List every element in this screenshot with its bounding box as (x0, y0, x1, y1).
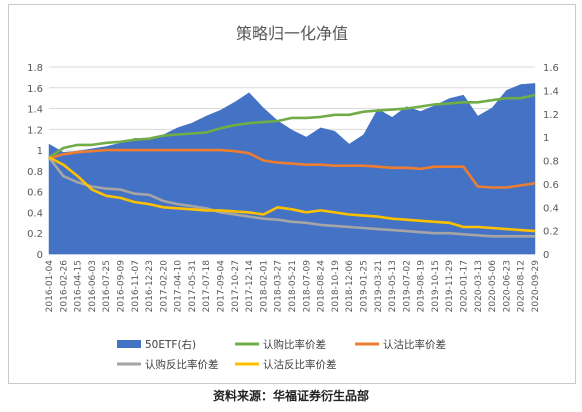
right-tick-label: 1.6 (543, 63, 559, 74)
right-tick-label: 0.2 (543, 227, 559, 238)
right-tick-label: 0 (543, 250, 549, 261)
legend-label: 认购反比率价差 (145, 358, 219, 371)
left-axis-ticks: 0 0.2 0.4 0.6 0.8 1 1.2 1.4 1.6 1.8 (27, 63, 43, 261)
x-tick-label: 2018-12-06 (345, 260, 355, 313)
series-line-4 (48, 156, 536, 233)
series-line-2 (48, 148, 536, 189)
x-tick-label: 2017-10-27 (231, 260, 241, 312)
legend-label: 认沽比率价差 (383, 338, 446, 351)
x-tick-label: 2016-06-03 (88, 260, 98, 312)
x-tick-label: 2017-05-31 (188, 260, 198, 312)
right-tick-label: 1.2 (543, 110, 559, 121)
left-tick-label: 1.4 (27, 105, 43, 116)
right-axis-ticks: 0 0.2 0.4 0.6 0.8 1 1.2 1.4 1.6 (543, 63, 559, 261)
right-tick-label: 0.4 (543, 203, 559, 214)
x-tick-label: 2016-09-09 (116, 260, 126, 313)
x-tick-label: 2017-04-10 (174, 260, 184, 313)
x-tick-label: 2019-08-19 (417, 260, 427, 313)
x-tick-label: 2018-02-01 (259, 260, 269, 312)
x-tick-label: 2016-02-26 (59, 260, 69, 313)
x-tick-label: 2020-08-12 (517, 260, 527, 312)
x-tick-label: 2017-12-14 (245, 260, 255, 313)
x-tick-label: 2020-01-17 (460, 260, 470, 312)
legend-label: 认沽反比率价差 (263, 358, 337, 371)
x-tick-label: 2016-07-25 (102, 260, 112, 312)
x-tick-label: 2018-07-09 (302, 260, 312, 313)
x-tick-label: 2016-12-23 (145, 260, 155, 312)
left-tick-label: 1.8 (27, 63, 43, 74)
chart-title: 策略归一化净值 (236, 24, 348, 43)
legend-label: 认购比率价差 (263, 338, 326, 351)
legend-label: 50ETF(右) (145, 338, 196, 351)
x-tick-label: 2020-03-13 (474, 260, 484, 312)
series-line-1 (48, 93, 536, 159)
x-tick-label: 2019-11-29 (445, 260, 455, 313)
legend-swatch (117, 340, 141, 348)
left-tick-label: 0.6 (27, 188, 43, 199)
left-tick-label: 1.6 (27, 84, 43, 95)
x-tick-label: 2018-03-27 (274, 260, 284, 312)
x-tick-label: 2020-05-06 (488, 260, 498, 313)
left-tick-label: 0.4 (27, 208, 43, 219)
left-tick-label: 1 (37, 146, 43, 157)
left-tick-label: 1.2 (27, 125, 43, 136)
chart-svg: 策略归一化净值 00.20.40.60.811.21.41.61.8 00.20… (27, 24, 559, 371)
x-tick-label: 2018-05-21 (288, 260, 298, 312)
x-tick-label: 2019-01-25 (359, 260, 369, 312)
chart-frame: 策略归一化净值 0 0.2 0.4 0.6 0.8 1 1.2 1.4 1.6 1.8 0 0.2 0… (8, 4, 576, 384)
x-axis-ticks: 2016-01-04 2016-02-26 2016-04-15 2016-06-03… (45, 260, 541, 313)
x-tick-label: 2017-09-04 (217, 260, 227, 313)
x-tick-label: 2018-10-19 (331, 260, 341, 313)
left-tick-label: 0.8 (27, 167, 43, 178)
x-tick-label: 2019-07-02 (402, 260, 412, 312)
x-tick-label: 2016-11-07 (131, 260, 141, 312)
x-tick-label: 2020-09-29 (531, 260, 541, 313)
x-tick-label: 2016-04-15 (74, 260, 84, 312)
right-tick-label: 0.6 (543, 180, 559, 191)
right-tick-label: 1.4 (543, 86, 559, 97)
left-tick-label: 0 (37, 250, 43, 261)
source-note: 资料来源：华福证券衍生品部 (212, 389, 369, 403)
right-tick-label: 0.8 (543, 157, 559, 168)
line-series (47, 93, 536, 238)
left-tick-label: 0.2 (27, 229, 43, 240)
right-tick-label: 1 (543, 133, 549, 144)
x-tick-label: 2019-10-15 (431, 260, 441, 312)
x-tick-label: 2017-02-20 (159, 260, 169, 313)
x-tick-label: 2018-08-24 (317, 260, 327, 313)
x-tick-label: 2020-06-23 (502, 260, 512, 312)
x-tick-label: 2019-03-21 (374, 260, 384, 312)
series-line-3 (47, 156, 535, 238)
x-tick-label: 2019-05-13 (388, 260, 398, 312)
x-tick-label: 2016-01-04 (45, 260, 55, 313)
x-tick-label: 2017-07-18 (202, 260, 212, 313)
